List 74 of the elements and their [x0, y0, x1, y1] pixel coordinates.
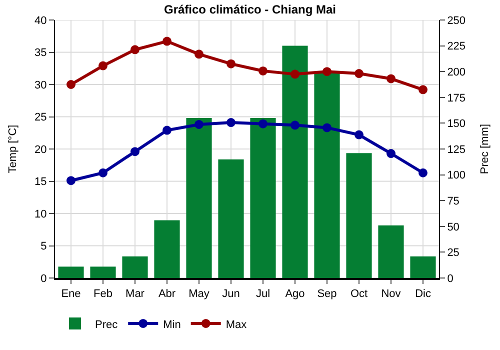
y2-tick-label: 75: [447, 195, 460, 208]
y2-tick-label: 250: [447, 14, 466, 27]
x-tick-label: Mar: [126, 288, 145, 300]
bar: [410, 256, 436, 278]
point: [98, 168, 108, 178]
chart-title: Gráfico climático - Chiang Mai: [164, 2, 336, 17]
bar: [218, 159, 244, 278]
y-tick-label: 15: [34, 176, 47, 188]
y-axis-title: Temp [°C]: [7, 124, 20, 174]
point: [354, 130, 364, 140]
x-tick-label: Abr: [158, 288, 176, 300]
x-tick-label: Ene: [61, 288, 81, 300]
x-tick-label: Jun: [222, 288, 240, 300]
point: [354, 69, 364, 78]
x-tick-label: Jul: [256, 288, 270, 300]
legend-label: Min: [163, 318, 181, 331]
y2-tick-label: 50: [447, 221, 460, 234]
y-tick-label: 40: [34, 14, 47, 27]
point: [290, 120, 300, 130]
legend-label: Max: [226, 318, 248, 331]
legend-label: Prec: [95, 318, 118, 331]
point: [130, 45, 140, 54]
y-tick-label: 0: [40, 272, 47, 285]
bar: [90, 266, 116, 278]
x-tick-label: Dic: [415, 288, 432, 300]
point: [418, 168, 428, 178]
y2-axis-title: Prec [mm]: [478, 124, 491, 174]
point: [162, 36, 172, 46]
point: [290, 70, 300, 79]
point: [66, 80, 76, 89]
point: [130, 147, 140, 156]
x-tick-label: Feb: [94, 288, 112, 300]
point: [418, 85, 428, 94]
point: [98, 61, 108, 70]
y2-tick-label: 100: [447, 170, 466, 182]
x-tick-label: May: [188, 288, 210, 300]
y-tick-label: 5: [40, 240, 47, 253]
y2-tick-label: 25: [447, 247, 460, 260]
y-tick-label: 25: [34, 112, 47, 124]
point: [226, 59, 236, 68]
y-tick-label: 30: [34, 79, 47, 92]
y2-tick-label: 0: [447, 272, 454, 285]
bar: [58, 266, 84, 278]
point: [322, 123, 332, 132]
x-tick-label: Ago: [285, 288, 305, 300]
point: [258, 66, 268, 76]
y2-tick-label: 225: [447, 40, 466, 53]
point: [194, 50, 204, 59]
y-tick-label: 35: [34, 47, 47, 60]
bar: [154, 220, 180, 278]
bar: [122, 256, 148, 278]
y2-tick-label: 125: [447, 144, 466, 156]
point: [66, 176, 76, 186]
bar: [378, 225, 404, 278]
point: [226, 118, 236, 128]
point: [258, 119, 268, 128]
bar: [250, 118, 276, 278]
point: [386, 149, 396, 158]
point: [194, 120, 204, 129]
y-tick-label: 20: [34, 144, 47, 156]
bar: [186, 118, 212, 278]
point: [322, 67, 332, 76]
y2-tick-label: 150: [447, 118, 466, 130]
point: [162, 126, 172, 135]
x-tick-label: Oct: [350, 288, 368, 300]
bar: [282, 46, 308, 278]
y2-tick-label: 200: [447, 66, 466, 78]
x-tick-label: Nov: [381, 288, 402, 300]
bar: [346, 153, 372, 278]
point: [386, 74, 396, 84]
bar: [314, 72, 340, 278]
y-tick-label: 10: [34, 208, 47, 220]
y2-tick-label: 175: [447, 92, 466, 104]
x-tick-label: Sep: [317, 288, 337, 300]
